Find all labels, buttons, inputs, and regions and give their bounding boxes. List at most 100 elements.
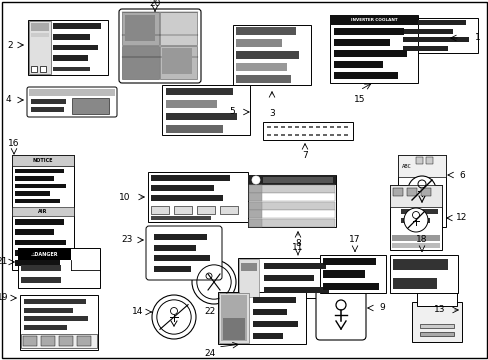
- Bar: [329, 15, 417, 25]
- Text: 20: 20: [149, 0, 161, 8]
- Bar: [53, 45, 98, 50]
- Bar: [232, 25, 310, 85]
- Bar: [28, 20, 108, 75]
- Bar: [273, 126, 278, 128]
- Bar: [319, 255, 385, 293]
- Bar: [72, 98, 109, 114]
- Bar: [239, 259, 259, 297]
- Bar: [263, 122, 352, 140]
- Text: 11: 11: [292, 243, 303, 252]
- Text: 21: 21: [0, 257, 8, 266]
- Bar: [400, 209, 437, 214]
- Text: 8: 8: [295, 238, 300, 248]
- Bar: [248, 193, 334, 201]
- FancyBboxPatch shape: [27, 87, 117, 117]
- Bar: [322, 270, 365, 278]
- Bar: [31, 23, 49, 31]
- Bar: [392, 259, 447, 270]
- Bar: [248, 210, 334, 218]
- Bar: [29, 89, 115, 96]
- Bar: [165, 125, 222, 132]
- Bar: [419, 324, 453, 328]
- Bar: [238, 258, 339, 298]
- Bar: [248, 193, 262, 201]
- Bar: [336, 126, 340, 128]
- Bar: [162, 85, 249, 135]
- Bar: [343, 126, 347, 128]
- Bar: [329, 126, 333, 128]
- Bar: [248, 185, 262, 193]
- FancyBboxPatch shape: [315, 290, 365, 340]
- Text: INVERTER COOLANT: INVERTER COOLANT: [350, 18, 397, 22]
- Bar: [253, 297, 295, 303]
- Bar: [389, 185, 441, 207]
- Bar: [53, 67, 90, 71]
- Bar: [165, 100, 217, 108]
- Bar: [15, 250, 49, 256]
- Circle shape: [407, 176, 435, 204]
- Bar: [334, 40, 389, 46]
- Bar: [294, 126, 298, 128]
- Ellipse shape: [192, 260, 236, 304]
- Bar: [322, 258, 375, 265]
- Bar: [264, 275, 313, 282]
- Bar: [31, 66, 37, 72]
- Bar: [248, 219, 334, 226]
- FancyBboxPatch shape: [146, 226, 222, 280]
- Bar: [236, 27, 295, 35]
- Bar: [392, 188, 402, 196]
- Bar: [248, 202, 334, 210]
- Text: 18: 18: [415, 235, 427, 244]
- Bar: [15, 240, 66, 246]
- Bar: [15, 260, 60, 266]
- Bar: [151, 175, 230, 181]
- Bar: [397, 155, 445, 177]
- Bar: [253, 321, 297, 327]
- Bar: [266, 126, 270, 128]
- Ellipse shape: [152, 295, 196, 339]
- Bar: [419, 332, 453, 336]
- Bar: [392, 278, 436, 289]
- Bar: [302, 126, 305, 128]
- Bar: [315, 134, 319, 136]
- Bar: [174, 206, 192, 214]
- Bar: [24, 308, 73, 312]
- Bar: [218, 292, 305, 344]
- Text: 14: 14: [132, 307, 143, 316]
- Bar: [264, 287, 328, 293]
- Bar: [220, 206, 238, 214]
- Bar: [165, 112, 236, 120]
- Bar: [24, 299, 85, 304]
- Bar: [266, 134, 270, 136]
- Bar: [391, 235, 439, 241]
- Bar: [247, 175, 335, 185]
- Bar: [406, 188, 416, 196]
- Bar: [263, 177, 332, 183]
- Bar: [15, 199, 60, 203]
- Bar: [236, 51, 299, 59]
- Bar: [153, 245, 196, 251]
- Bar: [24, 316, 88, 321]
- Bar: [308, 134, 312, 136]
- Bar: [18, 248, 71, 260]
- Bar: [31, 33, 49, 37]
- Bar: [15, 176, 54, 180]
- Text: 2: 2: [7, 40, 13, 49]
- Bar: [165, 87, 232, 95]
- Bar: [153, 266, 191, 272]
- Text: 23: 23: [121, 235, 132, 244]
- Text: 15: 15: [353, 95, 365, 104]
- Text: ⚠DANGER: ⚠DANGER: [30, 252, 58, 256]
- Text: 12: 12: [455, 213, 467, 222]
- Bar: [308, 126, 312, 128]
- Bar: [219, 293, 248, 343]
- Bar: [153, 234, 206, 240]
- Bar: [334, 62, 383, 68]
- Bar: [18, 248, 100, 288]
- Text: 17: 17: [348, 235, 360, 244]
- Bar: [402, 37, 468, 42]
- Bar: [160, 46, 197, 79]
- Bar: [402, 46, 447, 51]
- Bar: [416, 292, 456, 306]
- Bar: [40, 66, 46, 72]
